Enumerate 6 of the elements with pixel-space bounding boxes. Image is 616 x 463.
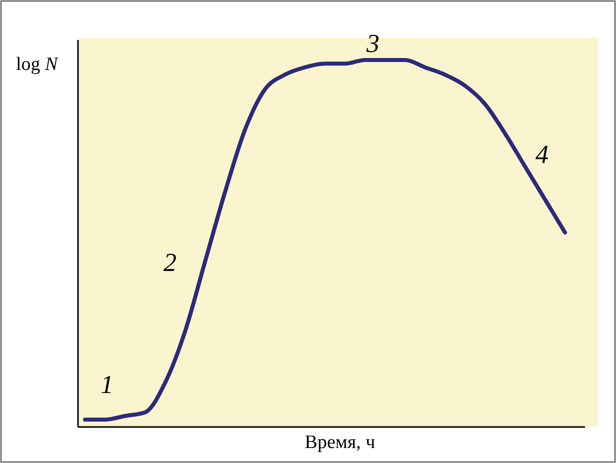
x-axis-title: Время, ч	[304, 432, 376, 453]
annotation: 1	[100, 370, 114, 399]
text: 3	[366, 29, 380, 58]
annotation: 4	[536, 140, 548, 169]
y-axis-title: log N	[16, 54, 60, 75]
annotation: 2	[164, 248, 176, 277]
